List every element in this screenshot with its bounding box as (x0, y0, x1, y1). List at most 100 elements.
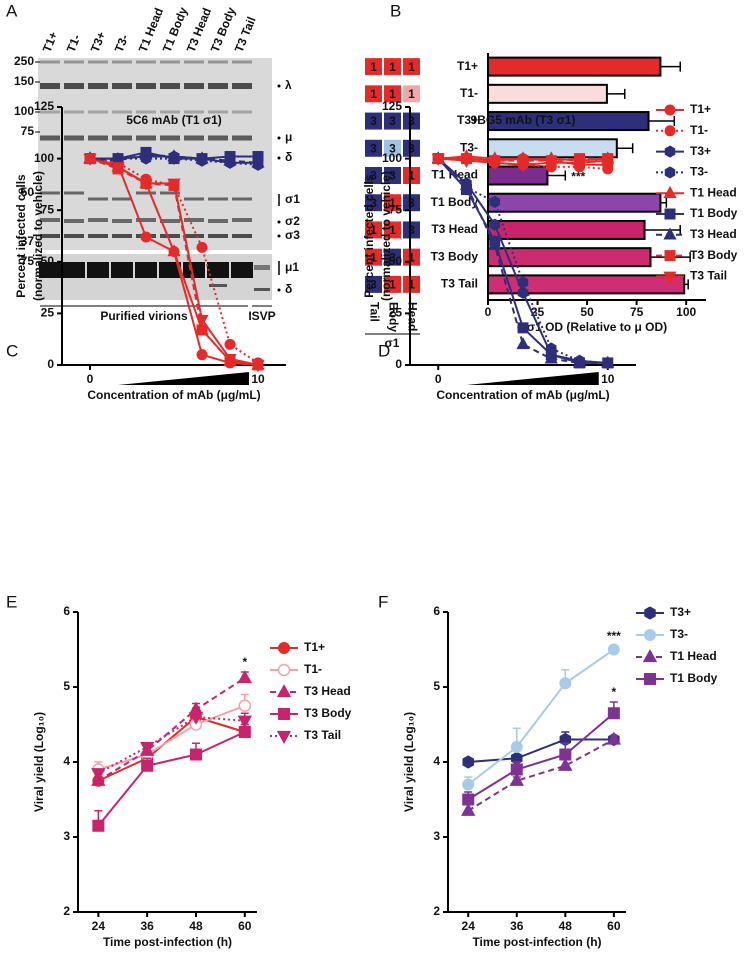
gel-band (184, 218, 204, 222)
x-tick-label: 0 (87, 372, 94, 386)
x-axis-label: σ1 OD (Relative to μ OD) (527, 320, 667, 334)
data-point (195, 314, 209, 327)
legend-marker (664, 208, 676, 220)
lane-label: T3+ (88, 30, 109, 55)
gel-band (232, 83, 252, 89)
genotype-digit: 3 (389, 250, 396, 264)
y-tick-label: 100 (382, 151, 402, 165)
genotype-digit: 1 (389, 196, 396, 210)
data-point (83, 153, 97, 166)
gel-band (208, 110, 228, 114)
x-axis-label: Time post-infection (h) (472, 935, 601, 949)
legend-label: T1 Body (670, 671, 718, 685)
x-axis-label: Concentration of mAb (μg/mL) (87, 388, 260, 402)
genotype-digit: 3 (370, 141, 377, 155)
legend-marker (642, 649, 658, 663)
gel-band (136, 60, 156, 64)
genotype-box (365, 275, 382, 293)
y-axis-label: Percent infected cells (14, 174, 28, 298)
gel-band (159, 262, 181, 278)
genotype-digit: 1 (370, 60, 377, 74)
y-tick-label: 0 (395, 357, 402, 371)
gel-band (232, 218, 252, 222)
band-label: μ1 (285, 260, 299, 274)
panel-label: A (6, 1, 18, 20)
data-point (139, 147, 153, 160)
gel-band (208, 234, 228, 238)
x-tick-label: 36 (140, 919, 154, 933)
gel-band (64, 110, 84, 114)
data-point (196, 349, 208, 361)
genotype-box (384, 248, 401, 266)
error-bar (648, 116, 676, 127)
data-point (223, 153, 237, 166)
category-label: T3 Head (431, 222, 478, 236)
data-point (196, 241, 208, 253)
gel-band (64, 191, 84, 195)
genotype-digit: 1 (389, 60, 396, 74)
y-tick-label: 25 (41, 306, 55, 320)
legend-label: T3 Tail (304, 728, 341, 742)
y-tick-label: 50 (389, 254, 403, 268)
annotation: * (612, 685, 617, 699)
data-point (517, 286, 529, 299)
data-point (167, 149, 181, 162)
series-line (97, 715, 246, 782)
gel-band (40, 218, 60, 222)
error-bar (660, 61, 681, 72)
data-point (488, 157, 502, 171)
data-point (139, 741, 155, 755)
legend-marker (664, 125, 676, 137)
gel-band (209, 284, 227, 287)
genotype-box (384, 139, 401, 157)
data-point (139, 178, 153, 191)
gel-band (88, 60, 108, 64)
genotype-digit: 1 (408, 60, 415, 74)
gel-band (184, 83, 204, 89)
series-line (467, 738, 615, 812)
legend-label: T1 Head (670, 649, 717, 663)
x-axis-label: Time post-infection (h) (103, 935, 232, 949)
gel-band (111, 262, 133, 278)
panel-label: E (6, 592, 17, 611)
panel-label: F (378, 592, 388, 611)
mw-marker: 150 (14, 74, 34, 88)
legend-marker (644, 629, 656, 641)
x-tick-label: 48 (189, 919, 203, 933)
data-point (224, 338, 236, 350)
chart-title: 9BG5 mAb (T3 σ1) (471, 113, 576, 127)
error-bar (547, 170, 567, 181)
y-tick-label: 75 (389, 202, 403, 216)
gel-band (184, 60, 204, 64)
genotype-box (384, 167, 401, 184)
gel-band (136, 218, 156, 222)
legend-label: T1+ (304, 640, 325, 654)
genotype-axis-label: Body (386, 302, 400, 332)
legend-label: T3 Body (304, 706, 352, 720)
y-tick-label: 100 (34, 151, 54, 165)
gel-band (136, 191, 156, 195)
genotype-axis-label: Tail (367, 302, 381, 322)
gel-band (136, 135, 156, 141)
gel-band (232, 110, 252, 114)
genotype-box (365, 139, 382, 157)
error-bar (684, 279, 689, 290)
chart-title: 5C6 mAb (T1 σ1) (126, 113, 222, 127)
gel-band (40, 191, 60, 195)
band-label: σ1 (285, 192, 300, 206)
band-dot (277, 288, 281, 292)
data-point (238, 699, 252, 712)
legend-label: T1 Head (690, 185, 737, 199)
data-point (167, 178, 181, 191)
mw-marker: 75 (21, 124, 35, 138)
band-dot (277, 156, 281, 160)
data-point (559, 677, 572, 690)
gel-band (254, 288, 270, 291)
genotype-digit: 3 (408, 141, 415, 155)
gel-band (208, 135, 228, 141)
gel-band (232, 197, 252, 201)
y-tick-label: 6 (63, 604, 70, 618)
y-tick-label: 2 (433, 904, 440, 918)
x-tick-label: 75 (630, 305, 644, 319)
genotype-digit: 3 (370, 196, 377, 210)
